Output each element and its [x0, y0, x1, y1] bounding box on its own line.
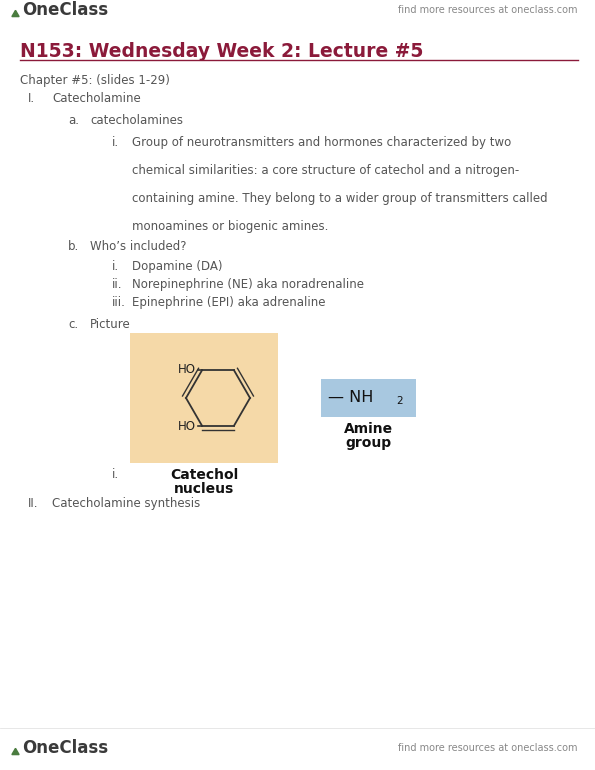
Text: Who’s included?: Who’s included? — [90, 240, 186, 253]
Text: HO: HO — [178, 420, 196, 434]
Text: Catechol: Catechol — [170, 468, 238, 482]
Text: Epinephrine (EPI) aka adrenaline: Epinephrine (EPI) aka adrenaline — [132, 296, 325, 309]
Text: nucleus: nucleus — [174, 482, 234, 496]
Text: i.: i. — [112, 136, 119, 149]
Text: HO: HO — [178, 363, 196, 376]
Text: N153: Wednesday Week 2: Lecture #5: N153: Wednesday Week 2: Lecture #5 — [20, 42, 424, 61]
Text: i.: i. — [112, 260, 119, 273]
Text: find more resources at oneclass.com: find more resources at oneclass.com — [399, 5, 578, 15]
Text: ii.: ii. — [112, 278, 123, 291]
Text: II.: II. — [28, 497, 39, 510]
Text: c.: c. — [68, 318, 78, 331]
FancyBboxPatch shape — [321, 379, 415, 417]
Text: iii.: iii. — [112, 296, 126, 309]
Text: monoamines or biogenic amines.: monoamines or biogenic amines. — [132, 220, 328, 233]
Text: b.: b. — [68, 240, 79, 253]
Text: 2: 2 — [396, 396, 403, 406]
Text: chemical similarities: a core structure of catechol and a nitrogen-: chemical similarities: a core structure … — [132, 164, 519, 177]
Text: group: group — [345, 436, 391, 450]
Text: Amine: Amine — [343, 422, 393, 436]
Text: Norepinephrine (NE) aka noradrenaline: Norepinephrine (NE) aka noradrenaline — [132, 278, 364, 291]
Text: a.: a. — [68, 114, 79, 127]
Text: Catecholamine synthesis: Catecholamine synthesis — [52, 497, 201, 510]
Text: find more resources at oneclass.com: find more resources at oneclass.com — [399, 743, 578, 753]
Text: Group of neurotransmitters and hormones characterized by two: Group of neurotransmitters and hormones … — [132, 136, 511, 149]
Text: catecholamines: catecholamines — [90, 114, 183, 127]
Text: containing amine. They belong to a wider group of transmitters called: containing amine. They belong to a wider… — [132, 192, 547, 205]
Text: Chapter #5: (slides 1-29): Chapter #5: (slides 1-29) — [20, 74, 170, 87]
FancyBboxPatch shape — [130, 333, 278, 463]
Text: OneClass: OneClass — [22, 1, 108, 19]
Text: Picture: Picture — [90, 318, 131, 331]
Text: i.: i. — [112, 468, 119, 481]
Text: Catecholamine: Catecholamine — [52, 92, 141, 105]
Text: I.: I. — [28, 92, 35, 105]
Text: — NH: — NH — [328, 390, 374, 406]
Text: OneClass: OneClass — [22, 739, 108, 757]
Text: Dopamine (DA): Dopamine (DA) — [132, 260, 223, 273]
